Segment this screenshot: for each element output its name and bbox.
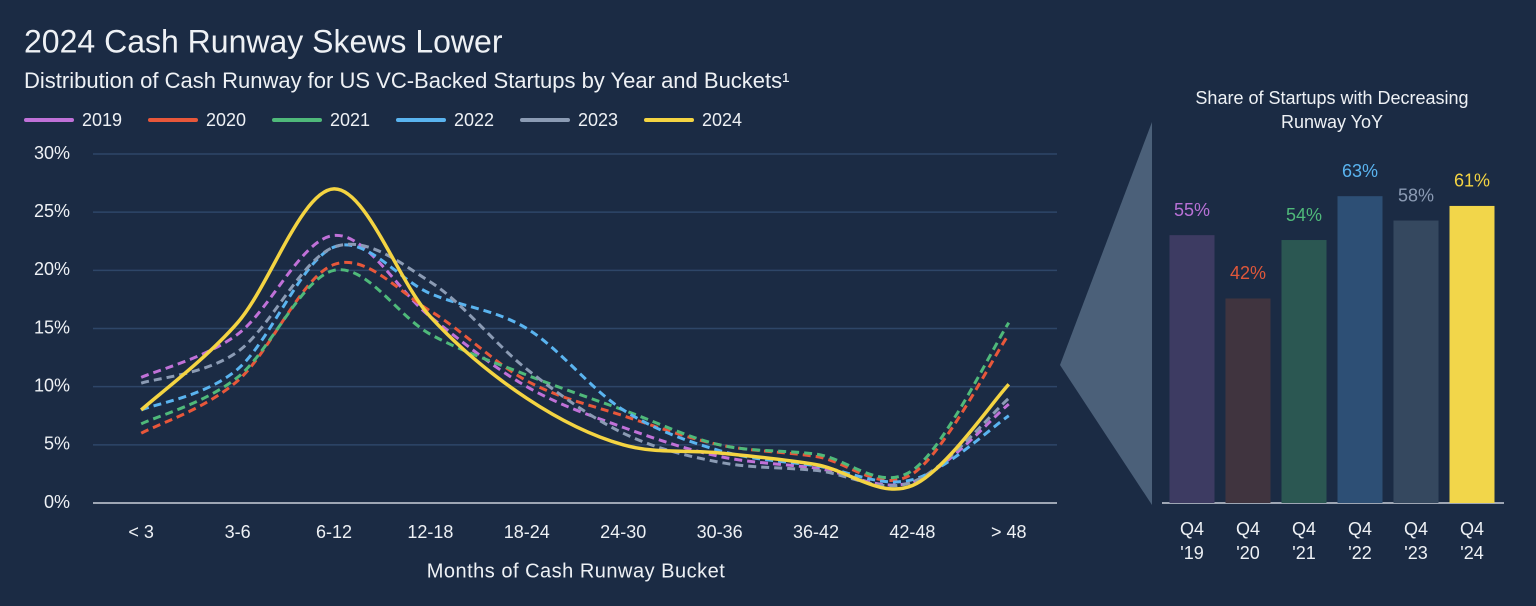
bar — [1169, 235, 1215, 503]
y-tick-label: 20% — [34, 259, 70, 279]
x-tick-label: > 48 — [991, 522, 1027, 542]
value-label: 54% — [1286, 205, 1322, 225]
zoom-wedge — [1060, 122, 1152, 505]
series-line — [140, 233, 1010, 487]
bar — [1393, 220, 1439, 504]
x-tick-label: 18-24 — [504, 522, 550, 542]
x-tick-label: < 3 — [128, 522, 154, 542]
x-tick-label: Q4 '19 — [1179, 519, 1204, 563]
bar-chart-title: Share of Startups with Decreasing Runway… — [1195, 88, 1469, 132]
bar — [1337, 196, 1383, 503]
x-tick-label: Q4 '21 — [1291, 519, 1316, 563]
bar — [1449, 205, 1495, 503]
y-tick-label: 30% — [34, 143, 70, 163]
y-tick-label: 15% — [34, 317, 70, 337]
series-line — [140, 242, 1010, 488]
y-tick-label: 5% — [44, 434, 70, 454]
x-tick-label: 6-12 — [316, 522, 352, 542]
bar — [1281, 240, 1327, 503]
x-tick-label: Q4 '20 — [1235, 519, 1260, 563]
series-line — [140, 187, 1011, 491]
legend-label: 2020 — [206, 110, 246, 130]
value-label: 58% — [1398, 185, 1434, 205]
value-label: 63% — [1342, 161, 1378, 181]
x-tick-label: 12-18 — [407, 522, 453, 542]
x-tick-label: Q4 '23 — [1403, 519, 1428, 563]
value-label: 61% — [1454, 171, 1490, 191]
chart-title: 2024 Cash Runway Skews Lower — [24, 23, 503, 59]
x-tick-label: 30-36 — [697, 522, 743, 542]
series-line — [140, 243, 1010, 484]
x-tick-label: 3-6 — [225, 522, 251, 542]
legend-label: 2023 — [578, 110, 618, 130]
y-tick-label: 0% — [44, 492, 70, 512]
legend-label: 2022 — [454, 110, 494, 130]
x-tick-label: 36-42 — [793, 522, 839, 542]
value-label: 55% — [1174, 200, 1210, 220]
y-tick-label: 10% — [34, 375, 70, 395]
x-tick-label: 24-30 — [600, 522, 646, 542]
x-tick-label: 42-48 — [889, 522, 935, 542]
x-axis-title: Months of Cash Runway Bucket — [427, 560, 726, 582]
x-tick-label: Q4 '22 — [1347, 519, 1372, 563]
x-tick-label: Q4 '24 — [1459, 519, 1484, 563]
series-line — [140, 268, 1011, 480]
legend-label: 2024 — [702, 110, 742, 130]
y-tick-label: 25% — [34, 201, 70, 221]
chart-subtitle: Distribution of Cash Runway for US VC-Ba… — [24, 68, 789, 93]
legend-label: 2021 — [330, 110, 370, 130]
legend-label: 2019 — [82, 110, 122, 130]
value-label: 42% — [1230, 263, 1266, 283]
bar — [1225, 298, 1271, 503]
